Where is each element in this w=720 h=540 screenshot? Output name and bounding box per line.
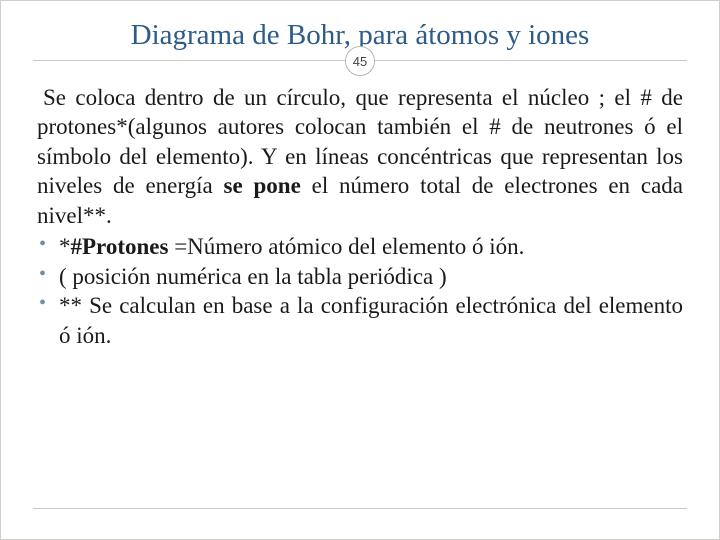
bullet-bold: #Protones [71,234,175,259]
divider-bottom [33,508,687,509]
bullet-post: =Número atómico del elemento ó ión. [174,234,524,259]
slide-number-badge: 45 [345,46,375,76]
bullet-list: *#Protones =Número atómico del elemento … [37,232,683,350]
divider-top: 45 [33,60,687,61]
list-item: *#Protones =Número atómico del elemento … [37,232,683,261]
bullet-pre: ** Se calculan en base a la configuració… [59,293,683,347]
bullet-pre: ( posición numérica en la tabla periódic… [59,264,447,289]
bullet-pre: * [59,234,71,259]
slide-container: Diagrama de Bohr, para átomos y iones 45… [0,0,720,540]
list-item: ( posición numérica en la tabla periódic… [37,262,683,291]
main-paragraph: Se coloca dentro de un círculo, que repr… [37,83,683,230]
list-item: ** Se calculan en base a la configuració… [37,291,683,350]
paragraph-bold: se pone [224,173,301,198]
content-area: Se coloca dentro de un círculo, que repr… [1,61,719,350]
